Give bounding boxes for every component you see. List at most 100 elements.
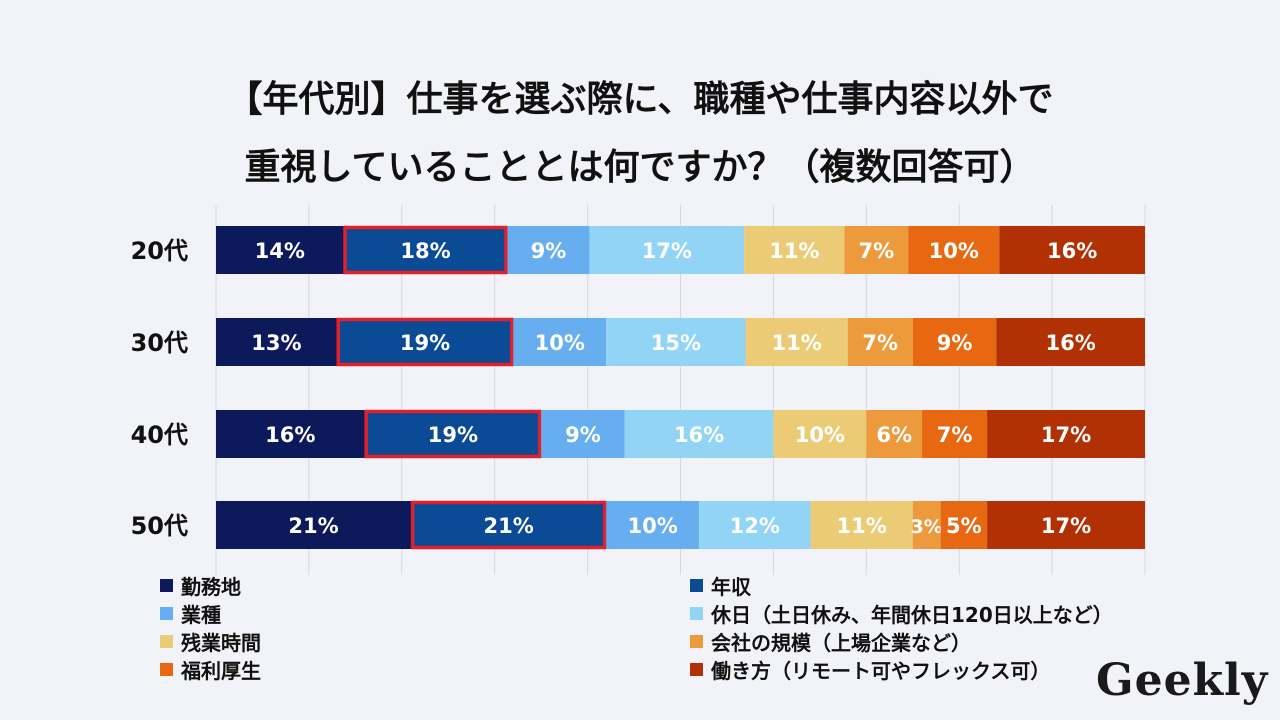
bar-segment	[216, 318, 337, 366]
data-label: 9%	[937, 331, 973, 355]
legend-swatch	[690, 579, 703, 592]
legend-label: 残業時間	[181, 631, 261, 655]
legend-label: 休日（土日休み、年間休日120日以上など）	[711, 603, 1113, 627]
legend-item: 休日（土日休み、年間休日120日以上など）	[690, 599, 1113, 628]
data-label: 11%	[771, 331, 821, 355]
data-label: 19%	[428, 423, 478, 447]
data-label: 16%	[1047, 239, 1097, 263]
bar-segment	[847, 318, 913, 366]
bar-segment	[336, 318, 514, 366]
legend-item: 残業時間	[160, 627, 261, 656]
data-label: 15%	[651, 331, 701, 355]
highlight-box	[364, 409, 542, 459]
highlight-box	[336, 317, 514, 367]
data-label: 10%	[795, 423, 845, 447]
legend-item: 年収	[690, 571, 751, 600]
legend-item: 働き方（リモート可やフレックス可）	[690, 655, 1050, 684]
legend-swatch	[690, 607, 703, 620]
data-label: 11%	[837, 514, 887, 538]
bar-segment	[606, 501, 700, 549]
legend-item: 会社の規模（上場企業など）	[690, 627, 971, 656]
data-label: 9%	[531, 239, 567, 263]
category-label: 30代	[131, 329, 188, 357]
bar-segment	[866, 410, 923, 458]
category-label: 20代	[131, 237, 188, 265]
bar-segment	[216, 410, 365, 458]
bar-segment	[999, 226, 1145, 274]
bar-segment	[744, 226, 845, 274]
data-label: 10%	[929, 239, 979, 263]
data-label: 13%	[251, 331, 301, 355]
data-label: 10%	[627, 514, 677, 538]
bar-segment	[844, 226, 909, 274]
data-label: 18%	[400, 239, 450, 263]
data-label: 9%	[565, 423, 601, 447]
data-label: 17%	[642, 239, 692, 263]
data-label: 5%	[946, 514, 982, 538]
legend-label: 業種	[181, 603, 221, 627]
bar-segment	[987, 501, 1145, 549]
bar-segment	[912, 318, 997, 366]
data-label: 11%	[769, 239, 819, 263]
bar-segment	[624, 410, 774, 458]
data-label: 16%	[265, 423, 315, 447]
bar-segment	[908, 226, 1000, 274]
legend-swatch	[160, 607, 173, 620]
legend-label: 勤務地	[181, 575, 241, 599]
geekly-logo: Geekly	[1096, 655, 1269, 706]
chart-title-line1: 【年代別】仕事を選ぶ際に、職種や仕事内容以外で	[226, 79, 1054, 120]
data-label: 17%	[1041, 423, 1091, 447]
legend-label: 福利厚生	[181, 659, 261, 683]
bar-segment	[343, 226, 508, 274]
data-label: 7%	[937, 423, 973, 447]
data-label: 16%	[674, 423, 724, 447]
legend-swatch	[690, 663, 703, 676]
legend-swatch	[160, 635, 173, 648]
legend-label: 働き方（リモート可やフレックス可）	[711, 659, 1051, 683]
data-label: 14%	[255, 239, 305, 263]
bar-segment	[773, 410, 867, 458]
category-label: 40代	[131, 421, 188, 449]
bar-segment	[507, 226, 590, 274]
bar-segment	[996, 318, 1145, 366]
chart-title-line2: 重視していることとは何ですか？（複数回答可）	[244, 147, 1036, 188]
data-label: 19%	[400, 331, 450, 355]
bar-segment	[216, 226, 344, 274]
bar-segment	[513, 318, 607, 366]
legend-swatch	[690, 635, 703, 648]
data-label: 12%	[730, 514, 780, 538]
data-label: 7%	[862, 331, 898, 355]
bar-segment	[364, 410, 542, 458]
bar-segment	[810, 501, 913, 549]
bar-segment	[541, 410, 625, 458]
legend-swatch	[160, 663, 173, 676]
highlight-box	[343, 225, 508, 275]
data-label: 3%	[911, 516, 943, 538]
bar-segment	[606, 318, 746, 366]
bar-segment	[912, 501, 941, 549]
legend-swatch	[160, 579, 173, 592]
category-label: 50代	[131, 512, 188, 540]
bar-segment	[745, 318, 848, 366]
bar-segment	[922, 410, 988, 458]
legend-item: 業種	[160, 599, 221, 628]
data-label: 21%	[484, 514, 534, 538]
bar-segment	[411, 501, 607, 549]
data-label: 17%	[1041, 514, 1091, 538]
data-label: 7%	[858, 239, 894, 263]
bar-segment	[940, 501, 988, 549]
bar-segment	[216, 501, 412, 549]
legend-label: 会社の規模（上場企業など）	[711, 631, 971, 655]
data-label: 21%	[288, 514, 338, 538]
bar-segment	[699, 501, 811, 549]
data-label: 10%	[535, 331, 585, 355]
highlight-box	[410, 500, 607, 550]
legend-label: 年収	[711, 575, 751, 599]
legend-item: 勤務地	[160, 571, 241, 600]
bar-segment	[987, 410, 1145, 458]
data-label: 6%	[876, 423, 912, 447]
legend-item: 福利厚生	[160, 655, 261, 684]
data-label: 16%	[1046, 331, 1096, 355]
bar-segment	[589, 226, 745, 274]
